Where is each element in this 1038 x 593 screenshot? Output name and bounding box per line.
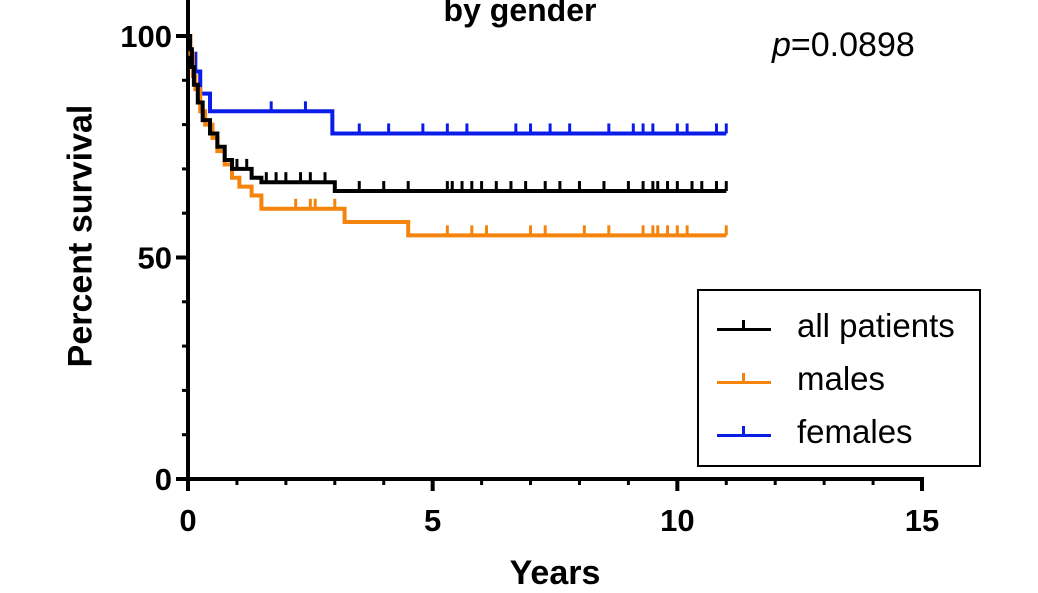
legend-swatch [717, 434, 771, 437]
p-value-annotation: p=0.0898 [772, 26, 915, 65]
axes: 0 5 10 15 0 50 100 [120, 0, 939, 538]
legend-label: males [797, 360, 886, 397]
legend-label: females [797, 413, 913, 450]
y-tick-label: 50 [138, 241, 172, 276]
x-tick-label: 5 [424, 503, 441, 538]
x-tick-label: 15 [905, 503, 939, 538]
survival-curve-males [188, 34, 727, 238]
x-tick-label: 10 [660, 503, 694, 538]
legend-item-all-patients: all patients [713, 301, 973, 357]
y-axis-label: Percent survival [61, 104, 100, 368]
legend-swatch [717, 328, 771, 331]
legend-swatch [717, 381, 771, 384]
legend-item-males: males [713, 354, 973, 410]
p-symbol: p [772, 26, 791, 64]
y-tick-label: 0 [155, 462, 172, 497]
legend: all patients males females [697, 289, 981, 467]
y-tick-label: 100 [120, 19, 172, 54]
x-axis-label: Years [509, 554, 601, 592]
x-tick-label: 0 [179, 503, 196, 538]
p-value: =0.0898 [790, 26, 915, 64]
survival-curve-females [188, 34, 727, 136]
legend-censor-mark [742, 373, 745, 382]
legend-label: all patients [797, 307, 955, 344]
survival-curve-all-patients [187, 34, 727, 194]
chart-title: by gender [443, 0, 597, 28]
curves [187, 34, 728, 238]
legend-item-females: females [713, 407, 973, 463]
legend-censor-mark [742, 426, 745, 435]
legend-censor-mark [742, 320, 745, 329]
